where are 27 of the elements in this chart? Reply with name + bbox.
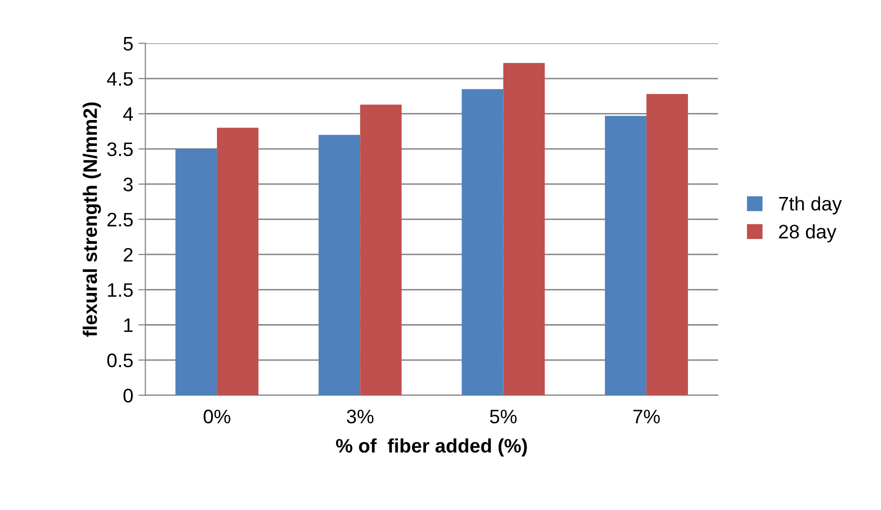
legend-label: 7th day [779, 196, 842, 214]
y-tick-label: 4 [123, 107, 133, 121]
y-tick-label: 3 [123, 178, 133, 192]
bar [503, 63, 545, 396]
y-tick-label: 2 [124, 248, 133, 262]
x-axis-title: % of fiber added (%) [336, 438, 527, 456]
bar [360, 104, 402, 396]
bar [175, 148, 217, 396]
y-tick-label: 3.5 [107, 142, 133, 156]
y-tick-label: 2.5 [108, 212, 133, 227]
x-tick-label: 5% [490, 410, 517, 424]
legend-label: 28 day [779, 224, 836, 242]
bar [318, 134, 360, 396]
bar [646, 94, 688, 396]
y-tick-label: 4.5 [106, 72, 133, 86]
bar [604, 116, 646, 396]
x-tick-label: 7% [633, 410, 660, 424]
bar [462, 89, 504, 396]
x-tick-label: 3% [346, 410, 374, 424]
y-tick-label: 0.5 [107, 354, 133, 368]
y-axis-title: flexural strength (N/mm2) [82, 102, 101, 337]
bar [216, 128, 258, 396]
y-tick-label: 1.5 [108, 283, 133, 297]
y-tick-label: 1 [124, 318, 133, 332]
y-tick-label: 0 [124, 388, 133, 402]
y-tick-label: 5 [124, 37, 133, 51]
x-tick-label: 0% [204, 410, 230, 424]
